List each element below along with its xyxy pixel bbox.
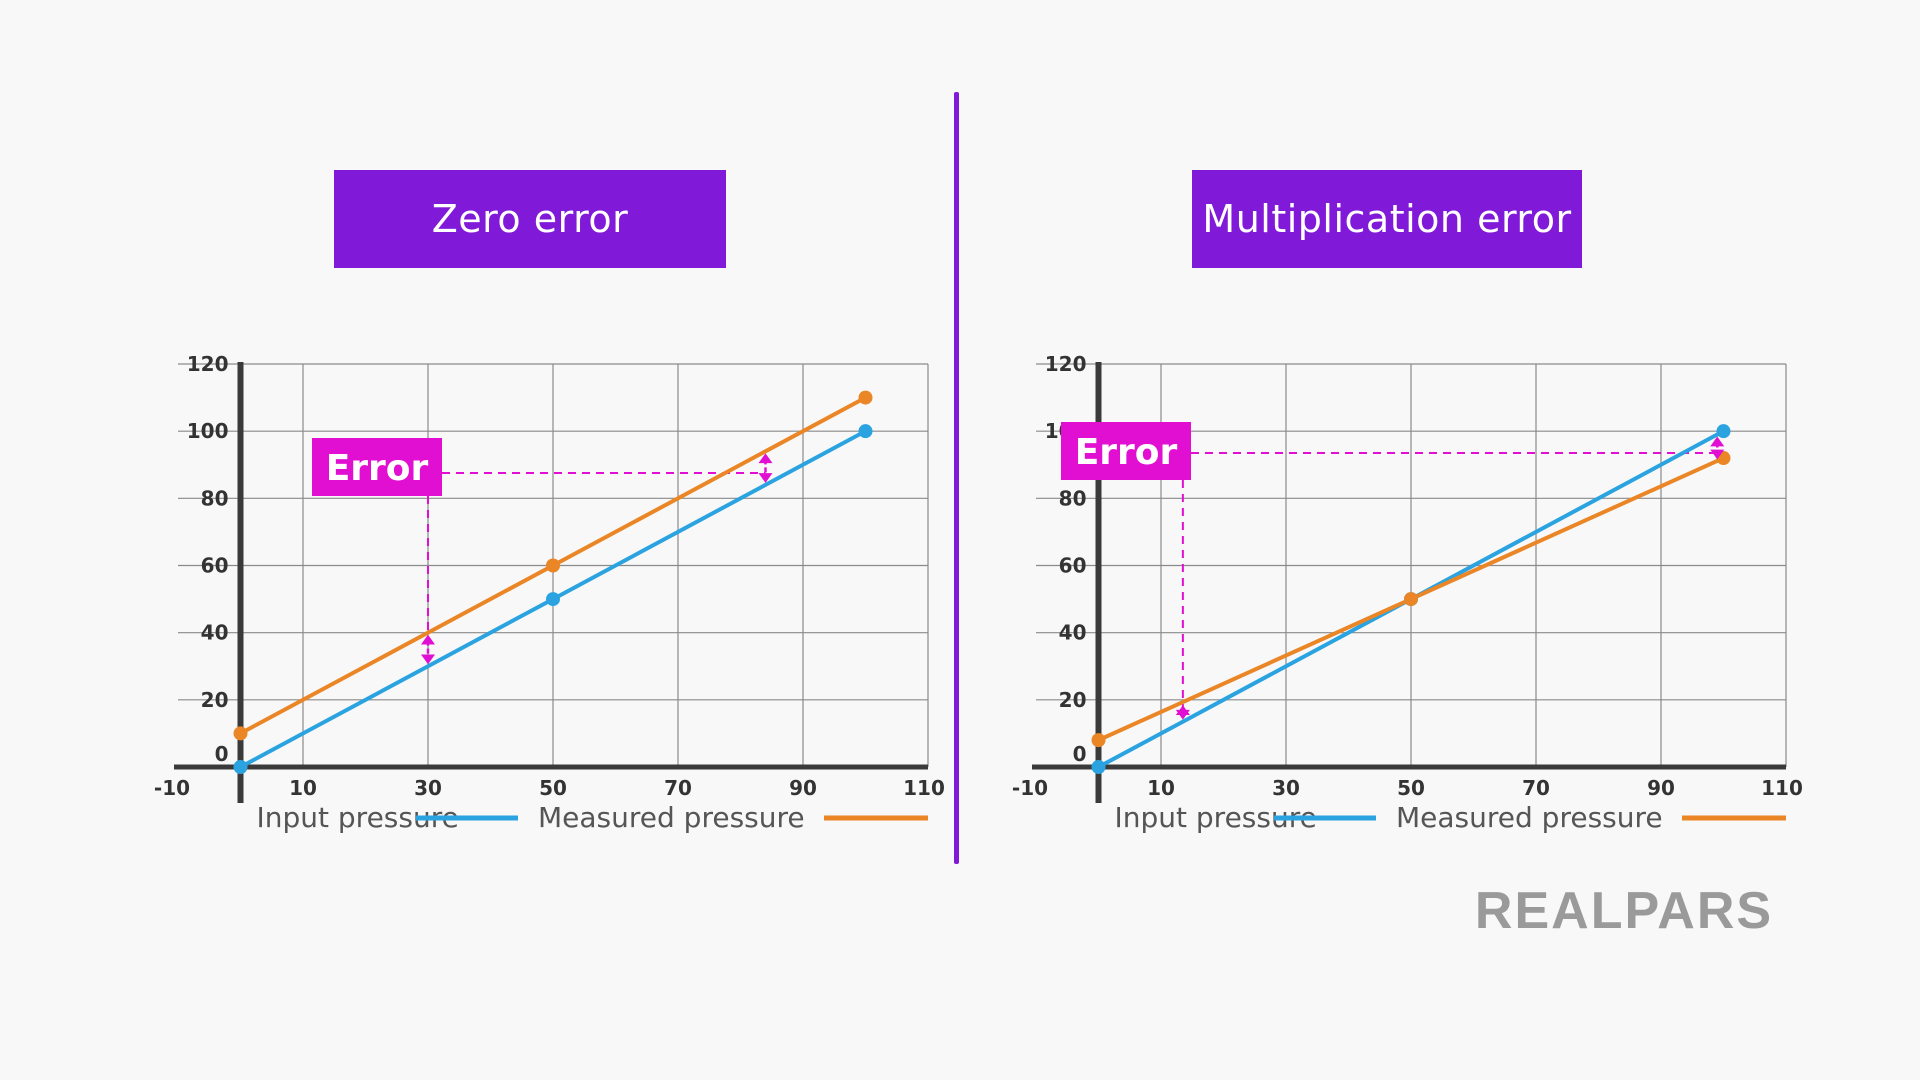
chart1-legend-measured-label: Measured pressure <box>538 801 805 834</box>
chart1-x-tick-label: 50 <box>539 776 567 800</box>
chart1-y-tick-label: 20 <box>201 688 229 712</box>
chart-title-multiplication-error: Multiplication error <box>1192 170 1582 268</box>
panel-divider <box>954 92 959 864</box>
chart2-y-tick-label: 60 <box>1059 554 1087 578</box>
chart1-data-point-measured <box>858 390 873 405</box>
chart1-data-point-measured <box>233 726 248 741</box>
chart2-data-point-measured <box>1091 733 1106 748</box>
chart1-y-tick-label: 60 <box>201 554 229 578</box>
chart2-x-tick-label: 30 <box>1272 776 1300 800</box>
chart1-y-tick-label: 120 <box>187 352 229 376</box>
logo-text: REALPARS <box>1475 882 1773 936</box>
chart2-error-arrow-head-up <box>1710 436 1725 447</box>
chart1-error-arrow-head-down <box>758 473 773 483</box>
chart2-error-arrow-head-down <box>1175 709 1190 720</box>
chart2-x-tick-label: 50 <box>1397 776 1425 800</box>
chart1-data-point-input <box>233 760 248 774</box>
chart2-x-tick-label: 90 <box>1647 776 1675 800</box>
chart1-error-label-box <box>312 438 442 496</box>
chart2-data-point-input <box>1091 760 1106 774</box>
chart1-y-tick-label: 40 <box>201 621 229 645</box>
chart1-error-arrow-head-down <box>421 654 435 665</box>
chart1-data-point-input <box>858 424 873 439</box>
chart2-data-point-measured <box>1404 592 1418 607</box>
chart2-x-tick-label: 70 <box>1522 776 1550 800</box>
chart2-error-arrow-head-down <box>1710 449 1725 460</box>
chart2-y-tick-label: 20 <box>1059 688 1087 712</box>
chart2-error-label-text: Error <box>1075 432 1178 473</box>
chart2-x-tick-label: 10 <box>1147 776 1175 800</box>
chart1-error-arrow-head-up <box>758 453 773 464</box>
chart1-error-label-text: Error <box>326 448 429 489</box>
chart2-x-tick-label: 110 <box>1761 776 1803 800</box>
chart2-legend-measured-label: Measured pressure <box>1396 801 1663 834</box>
chart1-y-tick-label: 100 <box>187 419 229 443</box>
chart1-data-point-input <box>546 592 560 607</box>
chart2-x-tick-label: -10 <box>1012 776 1048 800</box>
chart1-x-tick-label: 70 <box>664 776 692 800</box>
chart2-y-tick-label: 80 <box>1059 486 1087 510</box>
chart2-y-tick-label: 0 <box>1073 742 1087 766</box>
realpars-logo: REALPARS <box>1475 882 1773 936</box>
chart2-data-point-input <box>1716 424 1731 439</box>
chart1-y-tick-label: 0 <box>215 742 229 766</box>
chart2-error-label-box <box>1061 422 1191 480</box>
chart-title-zero-error: Zero error <box>334 170 726 268</box>
chart2-y-tick-label: 120 <box>1045 352 1087 376</box>
chart1-x-tick-label: 90 <box>789 776 817 800</box>
chart2-y-tick-label: 40 <box>1059 621 1087 645</box>
chart1-x-tick-label: 10 <box>289 776 317 800</box>
chart1-x-tick-label: 30 <box>414 776 442 800</box>
chart1-x-tick-label: 110 <box>903 776 945 800</box>
chart1-x-tick-label: -10 <box>154 776 190 800</box>
chart1-y-tick-label: 80 <box>201 486 229 510</box>
chart1-data-point-measured <box>546 558 560 573</box>
chart1-error-arrow-head-up <box>421 634 435 645</box>
